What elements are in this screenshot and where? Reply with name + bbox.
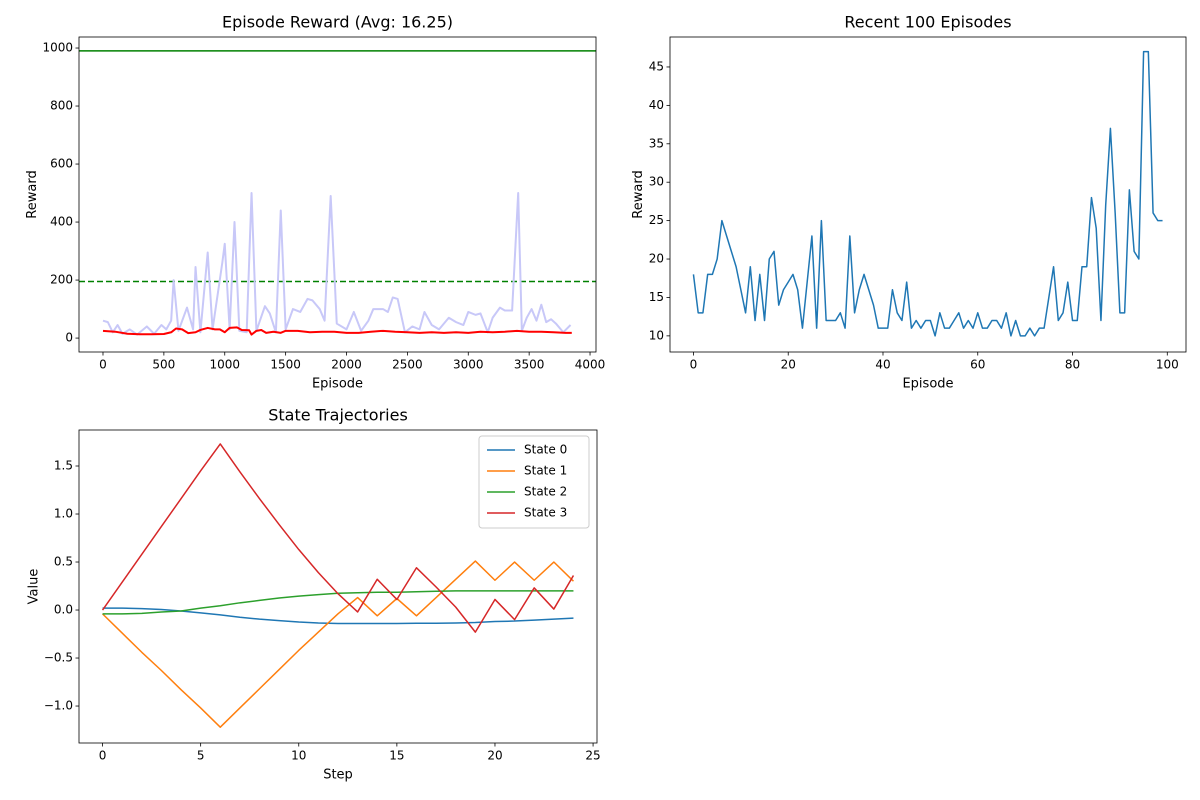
y-tick-label: 20 bbox=[649, 252, 664, 266]
legend-box bbox=[478, 435, 590, 529]
y-tick-label: −1.0 bbox=[44, 699, 73, 713]
x-tick-label: 80 bbox=[1065, 358, 1080, 372]
x-tick-label: 500 bbox=[152, 358, 175, 372]
chart: 0 20 40 60 80 100 10 15 20 25 30 35 40 45 Recent 100 E… bbox=[631, 13, 1187, 392]
y-tick-label: 400 bbox=[50, 215, 73, 229]
legend-label: State 2 bbox=[524, 485, 567, 499]
legend-label: State 1 bbox=[524, 464, 567, 478]
x-axis-label: Episode bbox=[312, 377, 363, 392]
y-tick-label: 0.5 bbox=[54, 555, 73, 569]
x-tick-label: 3500 bbox=[514, 358, 545, 372]
y-tick-label: 200 bbox=[50, 273, 73, 287]
x-tick-label: 60 bbox=[970, 358, 985, 372]
plot-area bbox=[670, 37, 1186, 352]
series-line bbox=[692, 50, 1163, 337]
x-tick-label: 15 bbox=[389, 749, 404, 763]
y-tick-label: 10 bbox=[649, 328, 664, 342]
x-tick-label: 0 bbox=[99, 358, 107, 372]
chart-title: Recent 100 Episodes bbox=[844, 13, 1011, 32]
axes-frame bbox=[78, 429, 598, 744]
legend-label: State 3 bbox=[524, 506, 567, 520]
y-axis-label: Reward bbox=[631, 170, 646, 218]
x-tick-label: 2000 bbox=[331, 358, 362, 372]
y-tick-label: 45 bbox=[649, 59, 664, 73]
y-tick-label: −0.5 bbox=[44, 651, 73, 665]
y-tick-label: 1000 bbox=[42, 41, 73, 55]
series-line bbox=[102, 560, 574, 728]
y-tick-label: 1.0 bbox=[54, 507, 73, 521]
x-tick-label: 3000 bbox=[453, 358, 484, 372]
x-tick-label: 5 bbox=[197, 749, 205, 763]
chart: 0 500 1000 1500 2000 2500 3000 3500 4000 0 200 400 6… bbox=[25, 13, 605, 392]
y-tick-label: 800 bbox=[50, 99, 73, 113]
legend-label: State 0 bbox=[524, 443, 567, 457]
axes-frame bbox=[669, 36, 1187, 353]
x-tick-label: 4000 bbox=[575, 358, 606, 372]
plot-area bbox=[79, 37, 596, 352]
x-tick-label: 20 bbox=[781, 358, 796, 372]
x-tick-label: 40 bbox=[875, 358, 890, 372]
chart-title: State Trajectories bbox=[268, 406, 408, 425]
y-tick-label: 0.0 bbox=[54, 603, 73, 617]
y-tick-label: 15 bbox=[649, 290, 664, 304]
x-tick-label: 0 bbox=[99, 749, 107, 763]
y-tick-label: 600 bbox=[50, 157, 73, 171]
x-axis-label: Step bbox=[323, 768, 353, 783]
chart: 0 5 10 15 20 25 −1.0 −0.5 0.0 0.5 1.0 1.5 State Traj… bbox=[26, 406, 600, 783]
y-tick-label: 0 bbox=[65, 331, 73, 345]
series-line bbox=[101, 443, 575, 633]
x-tick-label: 10 bbox=[291, 749, 306, 763]
series-line bbox=[102, 192, 572, 336]
x-tick-label: 100 bbox=[1156, 358, 1179, 372]
x-axis-label: Episode bbox=[902, 377, 953, 392]
x-tick-label: 1000 bbox=[209, 358, 240, 372]
y-axis-label: Value bbox=[26, 569, 41, 605]
chart-title: Episode Reward (Avg: 16.25) bbox=[222, 13, 453, 32]
axes-frame bbox=[78, 36, 597, 353]
x-tick-label: 0 bbox=[690, 358, 698, 372]
y-tick-label: 1.5 bbox=[54, 459, 73, 473]
y-axis-label: Reward bbox=[25, 170, 40, 218]
x-tick-label: 25 bbox=[585, 749, 600, 763]
y-tick-label: 35 bbox=[649, 136, 664, 150]
y-tick-label: 40 bbox=[649, 98, 664, 112]
series-line bbox=[102, 326, 572, 336]
x-tick-label: 1500 bbox=[270, 358, 301, 372]
x-tick-label: 20 bbox=[487, 749, 502, 763]
y-tick-label: 25 bbox=[649, 213, 664, 227]
x-tick-label: 2500 bbox=[392, 358, 423, 372]
y-tick-label: 30 bbox=[649, 175, 664, 189]
